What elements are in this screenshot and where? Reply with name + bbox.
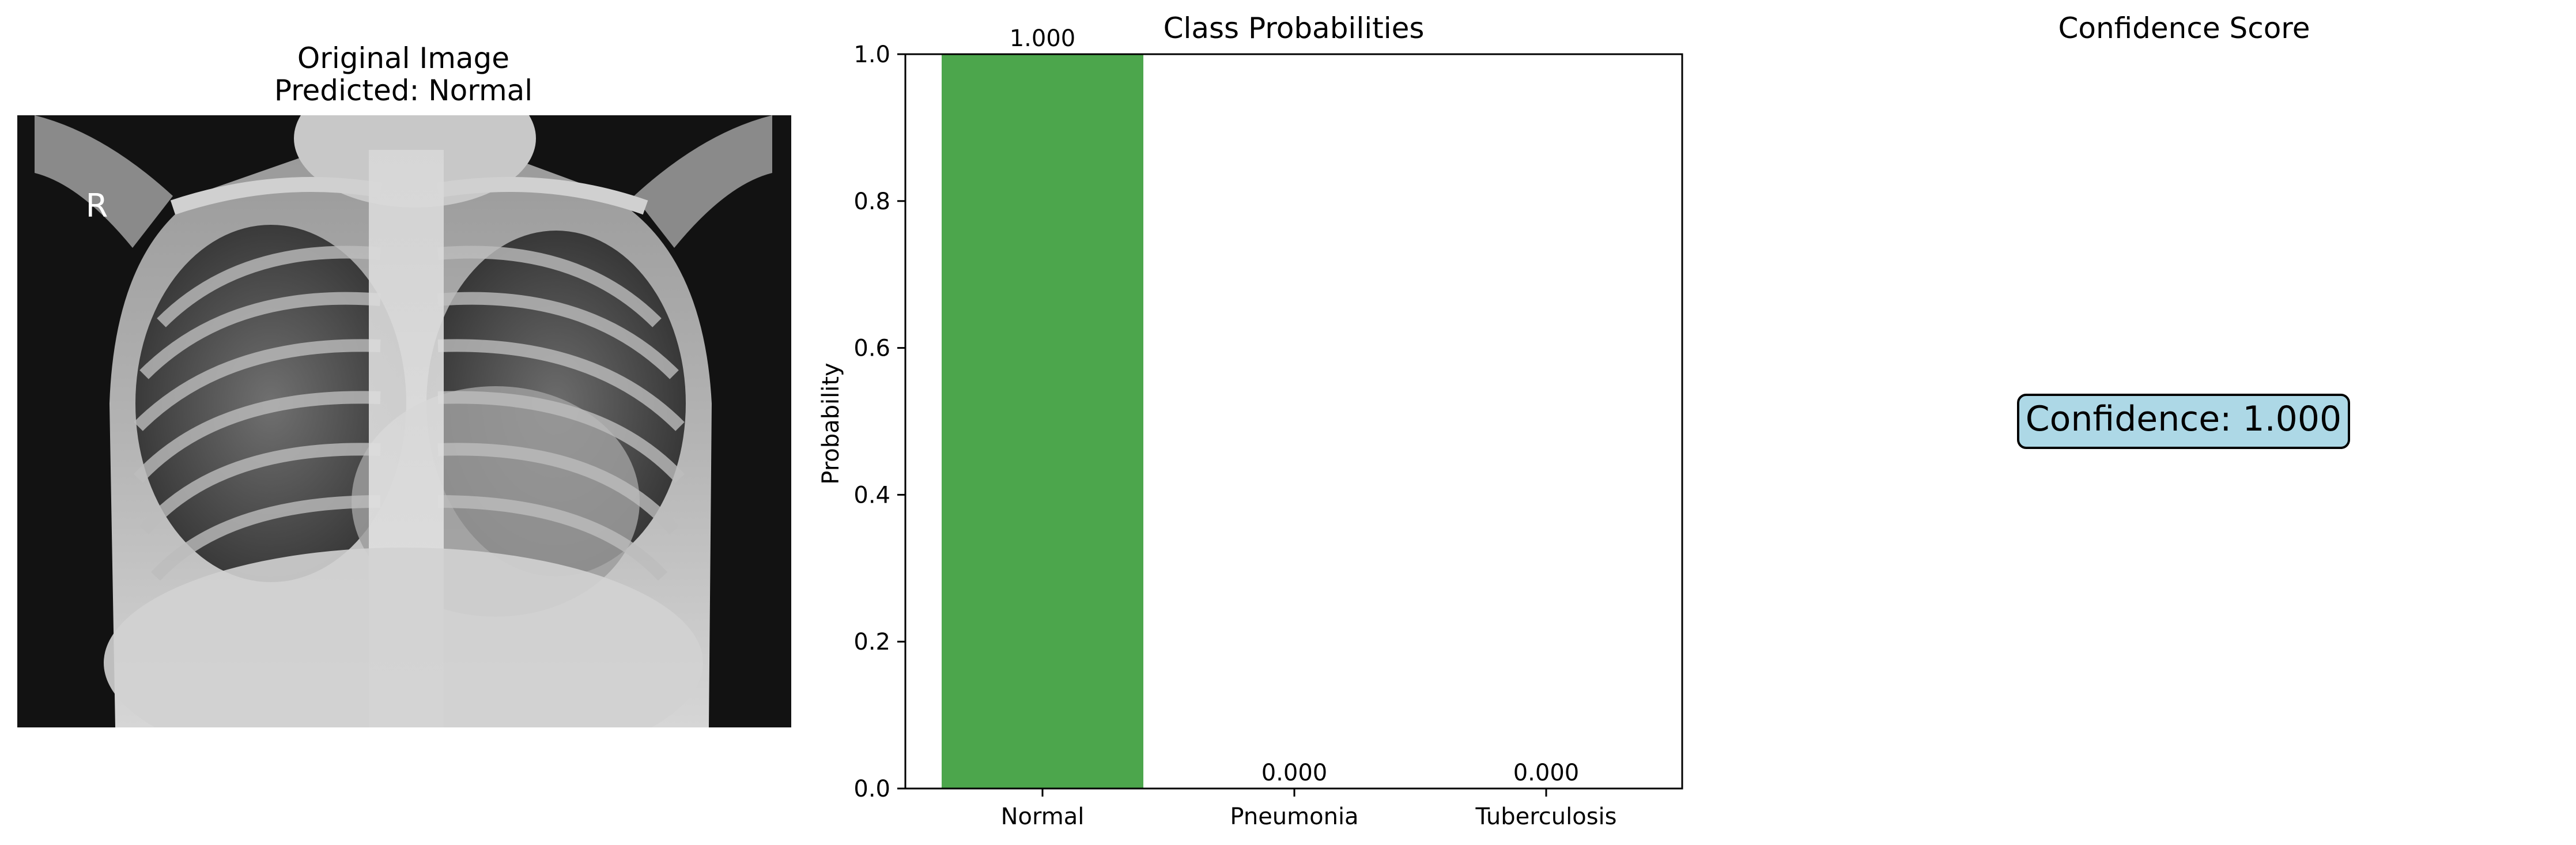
value-label-normal: 1.000 (1010, 25, 1076, 52)
chart-title: Class Probabilities (1164, 12, 1425, 45)
y-tick-label: 0.4 (853, 482, 890, 508)
confidence-title: Confidence Score (2058, 12, 2310, 45)
xray-side-marker: R (86, 187, 108, 225)
confidence-text: Confidence: 1.000 (2026, 399, 2341, 439)
value-label-pneumonia: 0.000 (1261, 760, 1328, 786)
image-title-line1: Original Image (297, 42, 509, 75)
confidence-panel: Confidence Score Confidence: 1.000 (2017, 12, 2350, 449)
class-probabilities-chart: Class Probabilities Probability 1.000 0.0… (818, 12, 1683, 830)
x-tick-label-normal: Normal (1001, 803, 1085, 830)
y-axis-label: Probability (818, 363, 844, 484)
bar-normal (942, 54, 1143, 789)
y-tick-label: 1.0 (853, 42, 890, 68)
image-title-line2: Predicted: Normal (274, 74, 532, 107)
value-label-tuberculosis: 0.000 (1513, 760, 1580, 786)
image-panel: Original Image Predicted: Normal (17, 42, 791, 727)
y-tick-label: 0.8 (853, 188, 890, 215)
x-tick-label-pneumonia: Pneumonia (1230, 803, 1358, 830)
y-tick-label: 0.0 (853, 776, 890, 802)
confidence-box (2017, 394, 2350, 449)
y-tick-label: 0.6 (853, 335, 890, 362)
y-tick-label: 0.2 (853, 629, 890, 655)
x-tick-label-tuberculosis: Tuberculosis (1475, 803, 1617, 830)
xray-image: R (17, 115, 791, 727)
plot-area-frame (904, 53, 1683, 790)
